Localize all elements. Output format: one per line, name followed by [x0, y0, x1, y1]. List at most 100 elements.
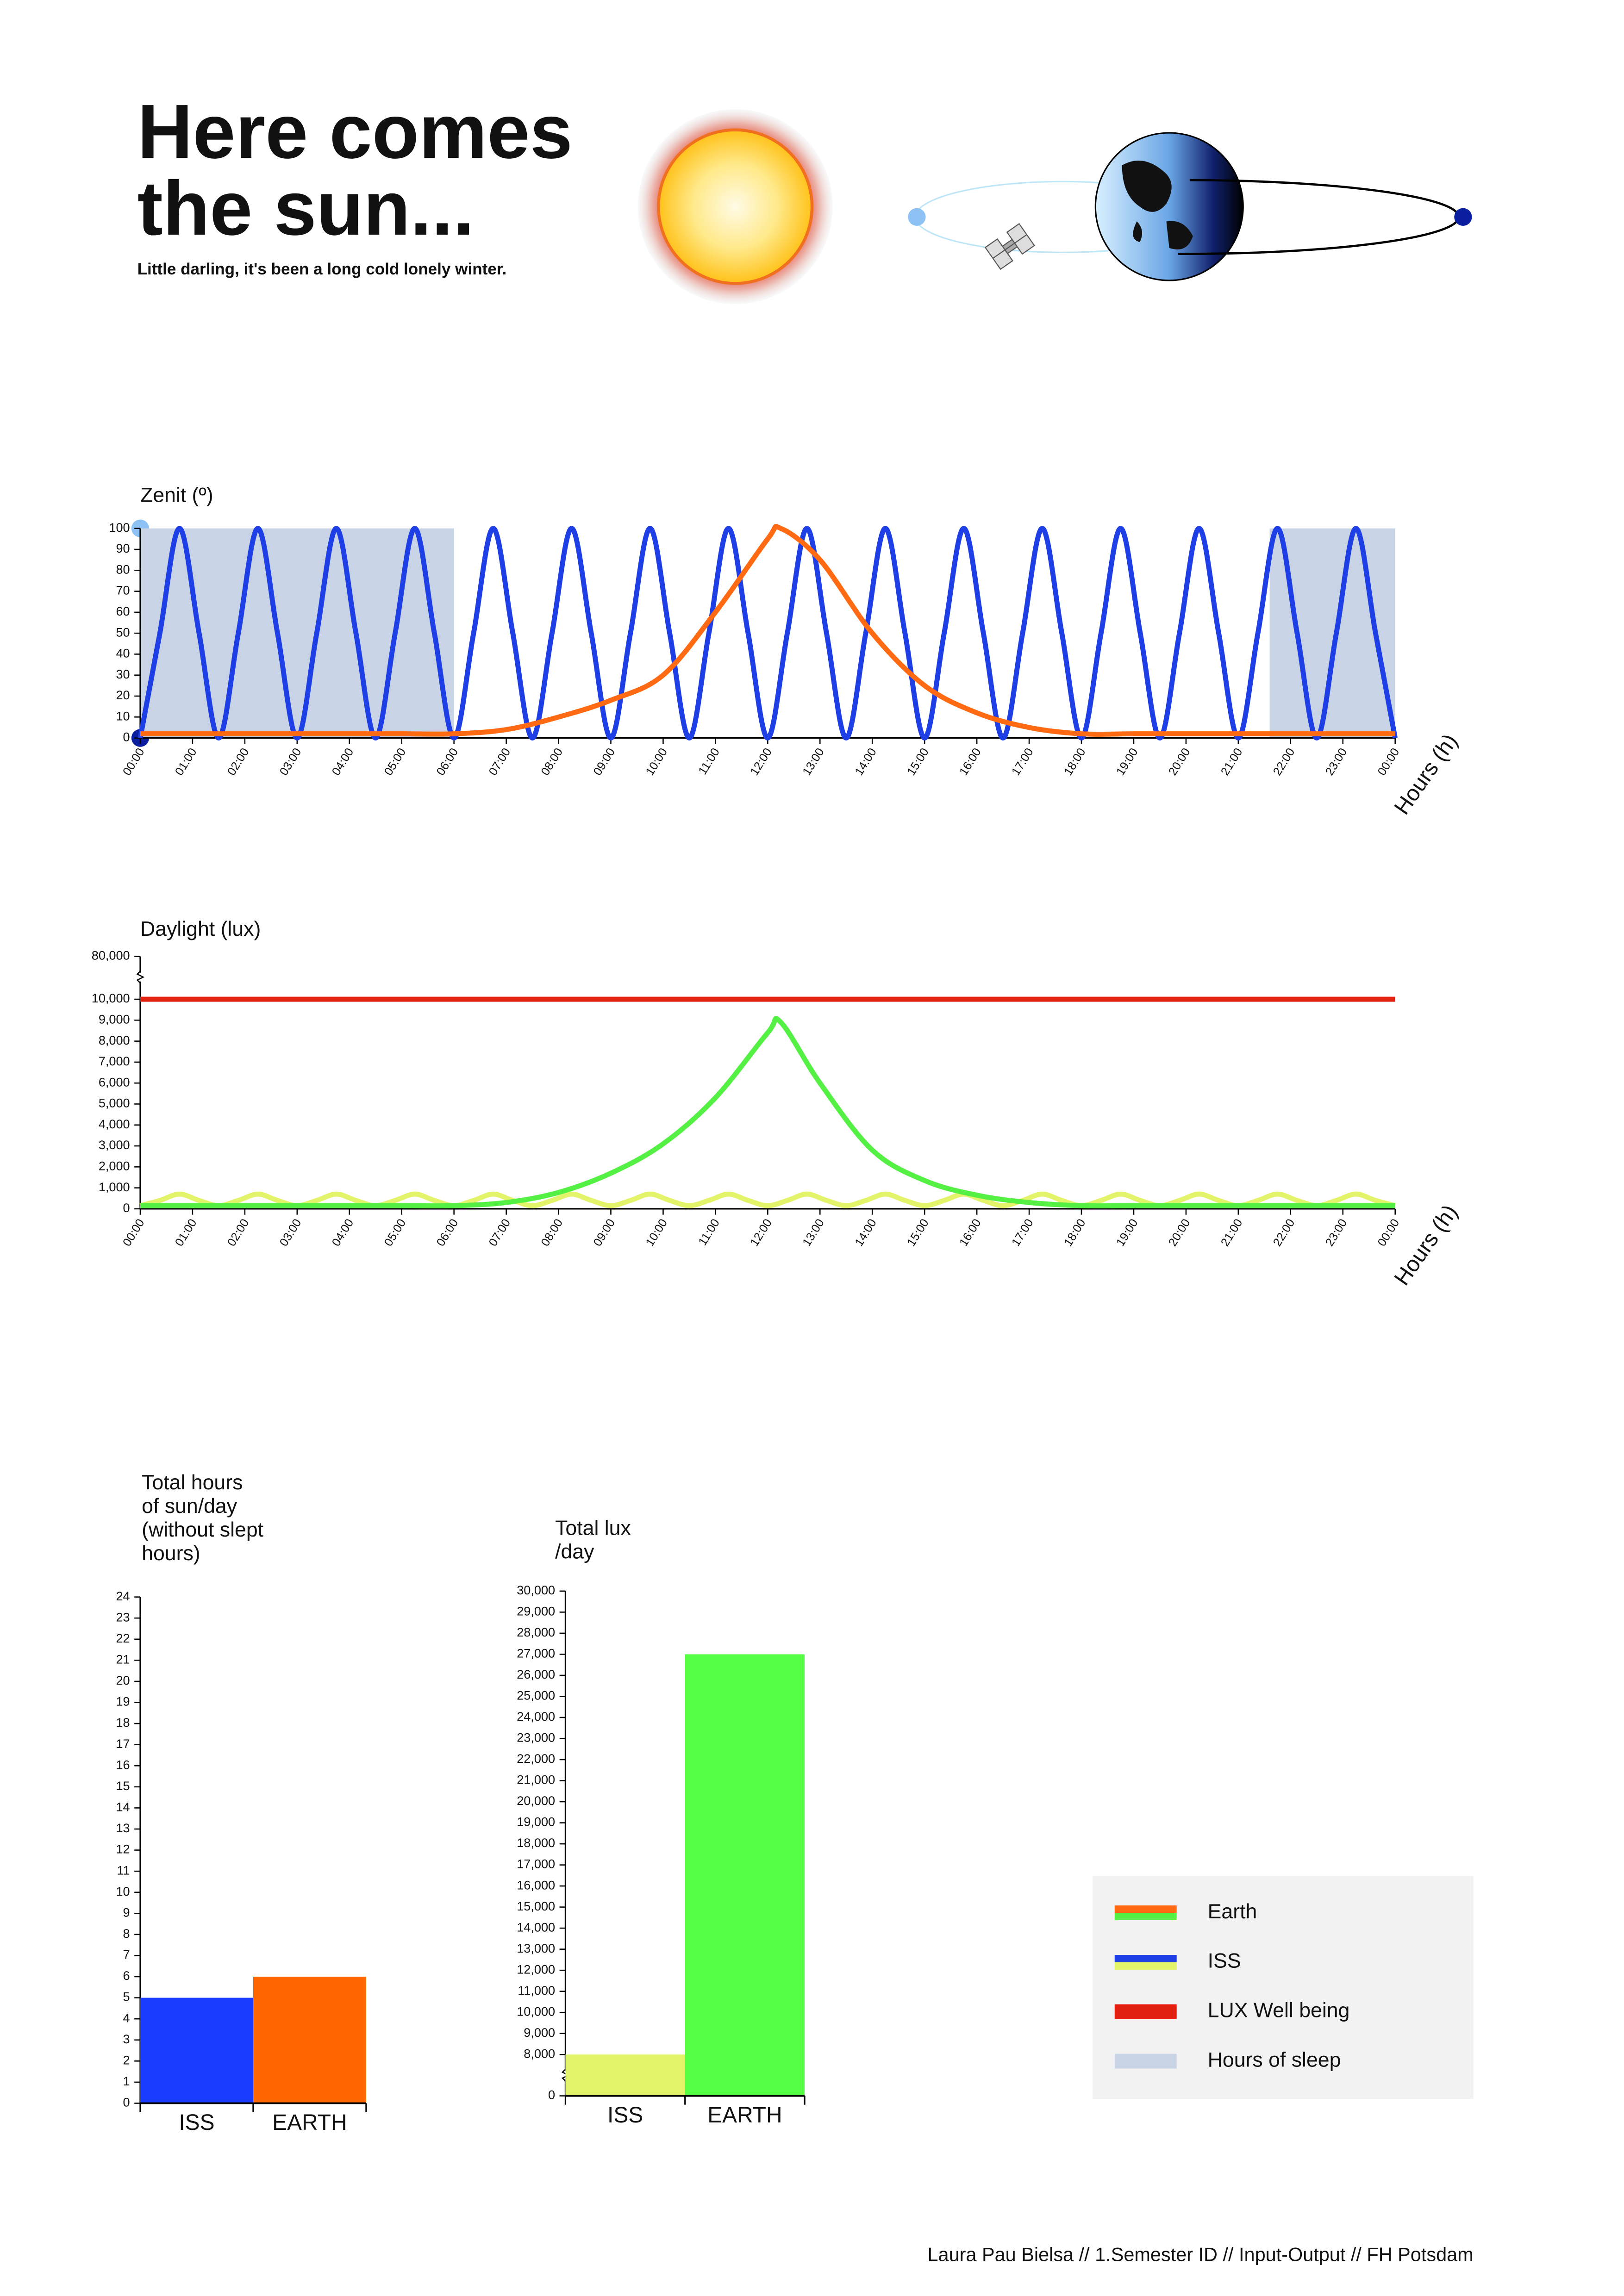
- series-line: [139, 1191, 1396, 1208]
- y-tick-label: 19,000: [517, 1815, 555, 1829]
- y-tick-label: 21,000: [517, 1773, 555, 1787]
- y-tick-label: 0: [123, 2095, 130, 2109]
- x-tick-label: 13:00: [800, 1217, 827, 1249]
- x-tick-label: ISS: [179, 2110, 214, 2135]
- y-tick-label: 25,000: [517, 1688, 555, 1703]
- y-tick-label: 8,000: [99, 1033, 130, 1047]
- y-tick-label: 10,000: [517, 2004, 555, 2018]
- x-tick-label: 22:00: [1271, 746, 1298, 778]
- y-tick-label: 1,000: [99, 1180, 130, 1194]
- x-tick-label: 07:00: [487, 1217, 513, 1249]
- y-tick-label: 23,000: [517, 1730, 555, 1745]
- y-tick-label: 22: [116, 1631, 130, 1645]
- y-tick-label: 40: [116, 646, 130, 660]
- x-tick-label: 09:00: [591, 1217, 618, 1249]
- y-tick-label: 21: [116, 1652, 130, 1667]
- y-tick-label: 13,000: [517, 1941, 555, 1955]
- x-tick-label: 03:00: [277, 746, 304, 778]
- y-tick-label: 10: [116, 1884, 130, 1898]
- x-tick-label: 05:00: [382, 746, 409, 778]
- x-tick-label: 16:00: [957, 746, 984, 778]
- y-tick-label: 8: [123, 1926, 130, 1941]
- x-tick-label: 13:00: [800, 746, 827, 778]
- y-tick-label: 18,000: [517, 1836, 555, 1850]
- legend-label: Earth: [1208, 1900, 1257, 1923]
- x-axis-label: Hours (h): [1390, 729, 1463, 819]
- x-tick-label: 01:00: [173, 1217, 200, 1249]
- y-tick-label: 20: [116, 688, 130, 702]
- x-tick-label: 19:00: [1114, 1217, 1141, 1249]
- subtitle: Little darling, it's been a long cold lo…: [137, 260, 507, 278]
- y-tick-label: 7: [123, 1948, 130, 1962]
- x-tick-label: 15:00: [905, 1217, 931, 1249]
- y-tick-label: 14: [116, 1800, 130, 1814]
- x-tick-label: 17:00: [1009, 1217, 1036, 1249]
- chart-title: (without slept: [142, 1518, 264, 1541]
- legend-label: Hours of sleep: [1208, 2048, 1341, 2071]
- x-tick-label: 23:00: [1323, 746, 1350, 778]
- y-tick-label: 6,000: [99, 1075, 130, 1089]
- axis-break: [136, 971, 145, 983]
- chart-title: Total hours: [142, 1471, 243, 1494]
- y-tick-label: 30,000: [517, 1583, 555, 1597]
- y-tick-label: 50: [116, 625, 130, 639]
- x-tick-label: 08:00: [539, 1217, 566, 1249]
- bar: [253, 1977, 366, 2103]
- y-tick-label: 0: [123, 1201, 130, 1215]
- y-tick-label: 16: [116, 1757, 130, 1772]
- x-tick-label: 12:00: [748, 1217, 775, 1249]
- x-tick-label: 12:00: [748, 746, 775, 778]
- y-tick-label: 28,000: [517, 1625, 555, 1639]
- bar: [685, 1654, 805, 2096]
- y-tick-label: 8,000: [524, 2046, 555, 2060]
- y-tick-label: 60: [116, 604, 130, 618]
- y-tick-label: 1: [123, 2074, 130, 2088]
- y-tick-label: 0: [123, 730, 130, 744]
- x-tick-label: 09:00: [591, 746, 618, 778]
- footer: Laura Pau Bielsa // 1.Semester ID // Inp…: [927, 2244, 1473, 2265]
- legend-swatch: [1114, 1913, 1177, 1921]
- x-tick-label: 11:00: [696, 1217, 722, 1248]
- title-line: Here comes: [137, 89, 573, 174]
- y-tick-label: 9: [123, 1905, 130, 1919]
- chart-title: hours): [142, 1542, 200, 1565]
- x-tick-label: EARTH: [272, 2110, 347, 2135]
- x-tick-label: 21:00: [1218, 1217, 1245, 1249]
- x-tick-label: 11:00: [696, 746, 722, 777]
- y-tick-label: 80,000: [92, 948, 130, 963]
- y-tick-label: 0: [548, 2088, 555, 2102]
- legend-label: ISS: [1208, 1950, 1241, 1972]
- x-tick-label: 18:00: [1062, 1217, 1088, 1249]
- x-tick-label: 06:00: [434, 1217, 461, 1249]
- y-tick-label: 4: [123, 2010, 130, 2025]
- x-tick-label: 10:00: [643, 1217, 670, 1249]
- y-tick-label: 11: [117, 1863, 130, 1877]
- y-tick-label: 7,000: [99, 1054, 130, 1068]
- y-tick-label: 18: [116, 1715, 130, 1730]
- y-tick-label: 10,000: [92, 991, 130, 1005]
- x-tick-label: 00:00: [1375, 746, 1402, 778]
- legend-swatch: [1114, 2004, 1177, 2019]
- bar: [140, 1997, 253, 2103]
- y-tick-label: 11,000: [518, 1983, 555, 1997]
- y-tick-label: 15,000: [517, 1899, 555, 1913]
- x-tick-label: 17:00: [1009, 746, 1036, 778]
- legend-swatch: [1114, 1962, 1177, 1970]
- y-tick-label: 20: [116, 1673, 130, 1687]
- y-tick-label: 22,000: [517, 1751, 555, 1766]
- x-tick-label: 23:00: [1323, 1217, 1350, 1249]
- x-tick-label: 20:00: [1166, 746, 1193, 778]
- chart-title: Daylight (lux): [140, 918, 261, 940]
- y-tick-label: 27,000: [517, 1646, 555, 1661]
- y-tick-label: 17,000: [517, 1857, 555, 1871]
- y-tick-label: 70: [116, 583, 130, 597]
- y-tick-label: 90: [116, 541, 130, 555]
- x-axis-label: Hours (h): [1390, 1201, 1463, 1290]
- x-tick-label: EARTH: [707, 2103, 782, 2128]
- y-tick-label: 3,000: [99, 1138, 130, 1152]
- y-tick-label: 13: [116, 1821, 130, 1835]
- y-tick-label: 9,000: [99, 1012, 130, 1026]
- x-tick-label: 22:00: [1271, 1217, 1298, 1249]
